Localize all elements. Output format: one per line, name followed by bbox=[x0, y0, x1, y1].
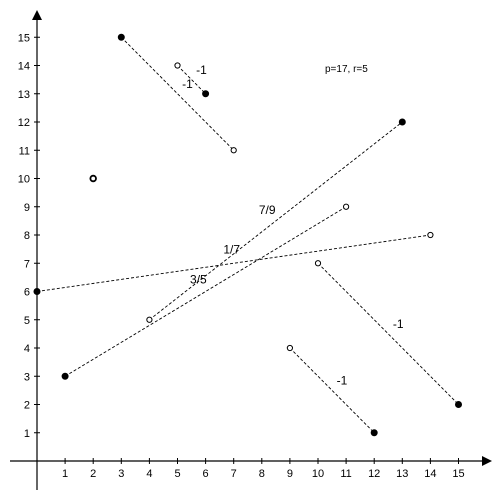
x-tick-label: 15 bbox=[452, 468, 464, 480]
y-tick-label: 4 bbox=[24, 343, 30, 355]
filled-point bbox=[117, 33, 125, 41]
x-tick-label: 12 bbox=[368, 468, 380, 480]
y-tick-label: 15 bbox=[18, 32, 30, 44]
y-tick-label: 6 bbox=[24, 287, 30, 299]
annotation-label: p=17, r=5 bbox=[325, 64, 368, 75]
segment-line bbox=[120, 36, 235, 151]
slope-label: 1/7 bbox=[223, 242, 240, 256]
x-tick-label: 9 bbox=[287, 468, 293, 480]
open-point bbox=[427, 231, 434, 239]
y-tick-label: 13 bbox=[18, 89, 30, 101]
x-tick-label: 3 bbox=[118, 468, 124, 480]
x-tick-label: 4 bbox=[146, 468, 152, 480]
slope-labels: -1-13/57/91/7-1-1 bbox=[182, 63, 404, 388]
y-tick-label: 10 bbox=[18, 174, 30, 186]
filled-point bbox=[455, 401, 462, 408]
x-tick-label: 14 bbox=[424, 468, 436, 480]
filled-point bbox=[61, 372, 69, 380]
x-tick-label: 10 bbox=[312, 468, 324, 480]
y-tick-label: 9 bbox=[24, 202, 30, 214]
y-tick-label: 8 bbox=[24, 230, 30, 242]
open-point bbox=[146, 316, 153, 323]
y-tick-label: 7 bbox=[24, 258, 30, 270]
slope-label: 3/5 bbox=[190, 273, 207, 287]
segment-line bbox=[317, 262, 459, 405]
y-tick-label: 12 bbox=[18, 117, 30, 129]
segments bbox=[36, 36, 459, 434]
y-tick-label: 14 bbox=[18, 61, 30, 73]
y-tick-label: 5 bbox=[24, 315, 30, 327]
axes bbox=[10, 10, 492, 490]
filled-point bbox=[370, 429, 378, 437]
slope-label: 7/9 bbox=[259, 203, 276, 217]
x-tick-label: 6 bbox=[203, 468, 209, 480]
segment-line bbox=[149, 121, 403, 321]
ticks: 1 2 3 4 5 6 7 8 9 10 11 12 13 14 151234567891011121314… bbox=[18, 32, 465, 480]
open-point bbox=[286, 344, 293, 352]
x-tick-label: 7 bbox=[231, 468, 237, 480]
x-tick-label: 5 bbox=[174, 468, 180, 480]
x-tick-label: 11 bbox=[340, 468, 351, 480]
slope-label: -1 bbox=[182, 77, 193, 91]
y-tick-label: 3 bbox=[24, 371, 30, 383]
segment-line bbox=[64, 206, 347, 377]
slope-label: -1 bbox=[196, 63, 207, 77]
filled-point bbox=[33, 288, 41, 295]
open-point bbox=[174, 62, 181, 69]
open-point bbox=[343, 203, 350, 210]
open-point bbox=[230, 147, 237, 154]
x-tick-label: 13 bbox=[396, 468, 408, 480]
x-tick-label: 2 bbox=[90, 468, 96, 480]
segment-line bbox=[177, 65, 206, 95]
y-tick-label: 11 bbox=[19, 145, 30, 157]
y-tick-label: 2 bbox=[24, 400, 30, 412]
points bbox=[33, 33, 462, 437]
segment-line bbox=[289, 347, 375, 434]
open-point bbox=[314, 260, 322, 267]
filled-point bbox=[202, 90, 210, 98]
filled-point bbox=[398, 118, 406, 126]
open-bold-point bbox=[89, 174, 97, 183]
slope-label: -1 bbox=[393, 317, 404, 331]
y-tick-label: 1 bbox=[24, 428, 30, 440]
segment-line bbox=[36, 234, 431, 292]
slope-label: -1 bbox=[337, 374, 348, 388]
x-tick-label: 8 bbox=[259, 468, 265, 480]
x-tick-label: 1 bbox=[62, 468, 68, 480]
